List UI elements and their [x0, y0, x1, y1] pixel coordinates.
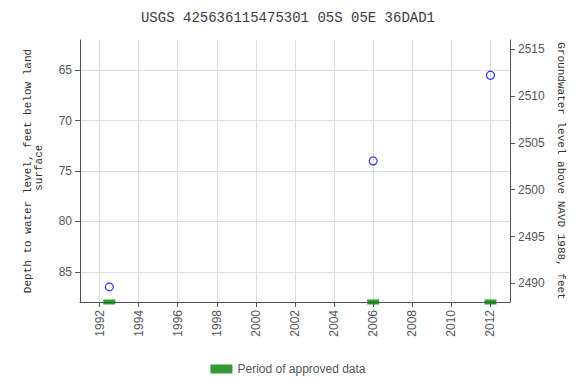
svg-text:2000: 2000: [249, 310, 263, 337]
svg-text:1992: 1992: [93, 310, 107, 337]
svg-text:1994: 1994: [132, 310, 146, 337]
svg-text:2500: 2500: [518, 183, 545, 197]
svg-text:2006: 2006: [366, 310, 380, 337]
svg-text:2010: 2010: [444, 310, 458, 337]
svg-text:65: 65: [59, 63, 73, 77]
svg-text:1998: 1998: [210, 310, 224, 337]
svg-text:85: 85: [59, 265, 73, 279]
svg-text:2008: 2008: [405, 310, 419, 337]
svg-text:2002: 2002: [288, 310, 302, 337]
svg-text:surface: surface: [33, 145, 45, 198]
svg-text:80: 80: [59, 214, 73, 228]
svg-text:Depth to water level, feet bel: Depth to water level, feet below land: [21, 48, 34, 294]
svg-text:USGS 425636115475301 05S 05E 3: USGS 425636115475301 05S 05E 36DAD1: [141, 10, 435, 26]
svg-text:2505: 2505: [518, 136, 545, 150]
svg-text:1996: 1996: [171, 310, 185, 337]
svg-text:2515: 2515: [518, 42, 545, 56]
svg-text:75: 75: [59, 164, 73, 178]
svg-text:70: 70: [59, 114, 73, 128]
svg-text:2510: 2510: [518, 89, 545, 103]
svg-text:2004: 2004: [327, 310, 341, 337]
svg-text:Period of approved data: Period of approved data: [237, 362, 365, 376]
svg-text:Groundwater level above NAVD 1: Groundwater level above NAVD 1988, feet: [555, 42, 567, 299]
svg-text:2012: 2012: [483, 310, 497, 337]
svg-text:2495: 2495: [518, 230, 545, 244]
svg-text:2490: 2490: [518, 276, 545, 290]
